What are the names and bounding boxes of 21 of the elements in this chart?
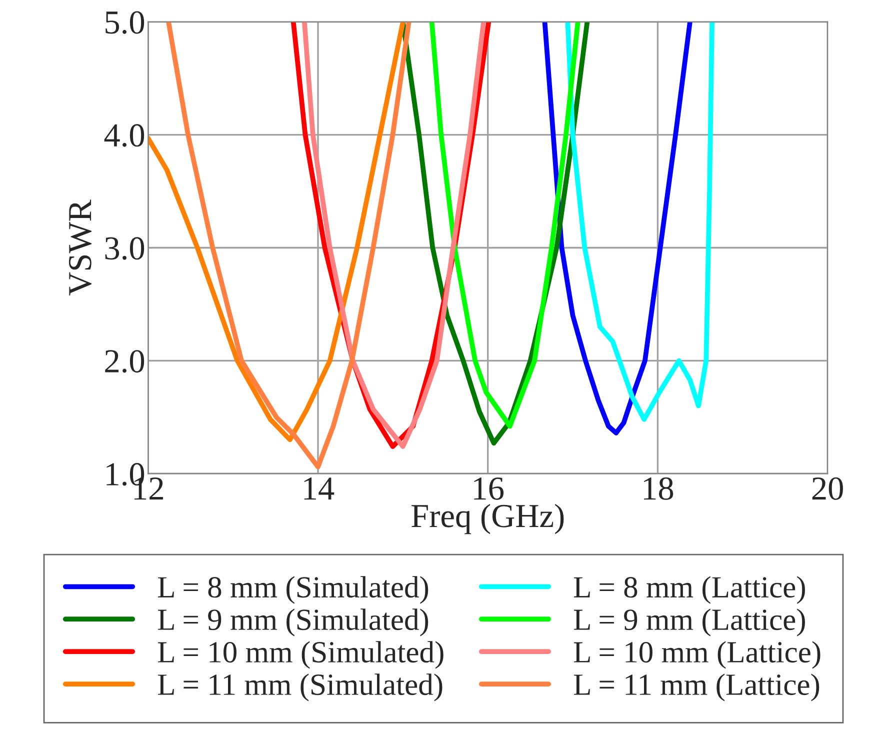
- legend-label: L = 11 mm (Lattice): [574, 674, 820, 702]
- x-tick-label: 14: [304, 478, 334, 500]
- legend-label: L = 9 mm (Simulated): [158, 608, 428, 636]
- legend-label: L = 8 mm (Lattice): [574, 576, 805, 604]
- y-tick-label: 2.0: [105, 350, 144, 373]
- line-series: [542, 22, 692, 436]
- x-tick-label: 16: [474, 477, 504, 500]
- y-axis-title: VSWR: [68, 200, 92, 296]
- legend-label: L = 11 mm (Simulated): [158, 674, 442, 702]
- y-tick-label: 4.0: [104, 124, 144, 147]
- x-tick-label: 18: [644, 477, 674, 500]
- legend-label: L = 10 mm (Simulated): [158, 641, 444, 669]
- y-tick-label: 5.0: [106, 11, 144, 34]
- legend-label: L = 8 mm (Simulated): [158, 576, 428, 604]
- legend-label: L = 9 mm (Lattice): [574, 608, 805, 636]
- x-axis-title: Freq (GHz): [412, 504, 564, 534]
- x-tick-label: 20: [812, 477, 843, 500]
- legend-label: L = 10 mm (Lattice): [574, 641, 820, 669]
- line-series: [429, 22, 580, 429]
- line-series: [565, 22, 714, 422]
- y-tick-label: 3.0: [105, 237, 144, 260]
